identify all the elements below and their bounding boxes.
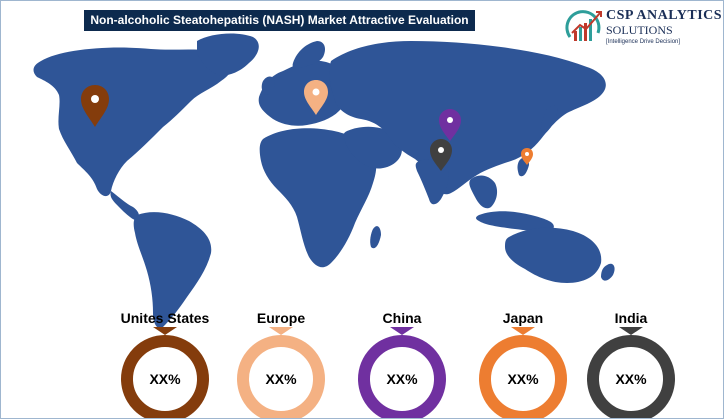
region-europe: Europe XX% <box>221 310 341 418</box>
asia-landmass <box>329 41 606 195</box>
region-value: XX% <box>615 371 647 387</box>
middle-east-landmass <box>343 126 402 169</box>
pin-india <box>430 139 452 171</box>
map-pin-icon <box>439 109 461 141</box>
pin-japan <box>521 148 533 165</box>
value-ring: XX% <box>237 335 325 418</box>
logo-tagline: [Intelligence Drive Decision] <box>606 39 681 45</box>
value-ring: XX% <box>479 335 567 418</box>
india-landmass <box>415 159 449 205</box>
map-pin-icon <box>81 85 109 127</box>
madagascar-landmass <box>370 226 381 249</box>
chevron-down-icon <box>269 327 293 335</box>
uk-landmass <box>261 76 275 95</box>
pin-europe <box>304 80 328 115</box>
region-india: India XX% <box>571 310 691 418</box>
map-pin-icon <box>521 148 533 165</box>
region-name: Europe <box>256 310 306 326</box>
chevron-down-icon <box>619 327 643 335</box>
southeast-asia-landmass <box>469 175 498 209</box>
region-name: Japan <box>502 310 544 326</box>
region-name: India <box>614 310 648 326</box>
logo-name: CSP ANALYTICS <box>606 8 723 23</box>
company-logo: CSP ANALYTICS SOLUTIONS [Intelligence Dr… <box>562 7 722 49</box>
pin-china <box>439 109 461 141</box>
region-value: XX% <box>149 371 181 387</box>
africa-landmass <box>259 128 377 268</box>
value-ring: XX% <box>587 335 675 418</box>
region-value: XX% <box>265 371 297 387</box>
chevron-down-icon <box>153 327 177 335</box>
region-name: China <box>382 310 422 326</box>
australia-landmass <box>505 227 602 283</box>
value-ring: XX% <box>358 335 446 418</box>
pin-united-states <box>81 85 109 127</box>
logo-chart-icon <box>565 10 602 41</box>
region-value: XX% <box>507 371 539 387</box>
central-america-landmass <box>110 191 140 221</box>
page-title: Non-alcoholic Steatohepatitis (NASH) Mar… <box>84 10 475 31</box>
chevron-down-icon <box>511 327 535 335</box>
map-pin-icon <box>304 80 328 115</box>
greenland-landmass <box>197 33 259 76</box>
south-america-landmass <box>133 212 212 329</box>
region-china: China XX% <box>342 310 462 418</box>
value-ring: XX% <box>121 335 209 418</box>
region-name: Unites States <box>120 310 210 326</box>
north-america-landmass <box>33 47 235 197</box>
japan-landmass <box>540 105 558 135</box>
region-japan: Japan XX% <box>463 310 583 418</box>
region-value: XX% <box>386 371 418 387</box>
indonesia-landmass <box>476 211 554 232</box>
region-united-states: Unites States XX% <box>105 310 225 418</box>
new-zealand-landmass <box>601 263 615 281</box>
logo-sub: SOLUTIONS <box>606 23 673 37</box>
map-pin-icon <box>430 139 452 171</box>
scandinavia-landmass <box>292 41 325 69</box>
chevron-down-icon <box>390 327 414 335</box>
